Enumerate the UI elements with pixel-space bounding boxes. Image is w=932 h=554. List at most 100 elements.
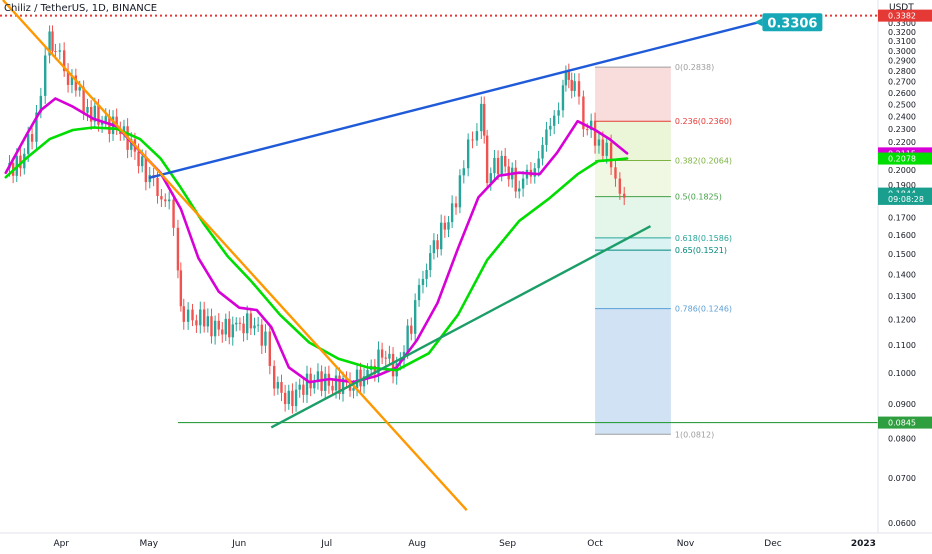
- candle-body: [210, 316, 213, 337]
- candle-body: [141, 156, 144, 167]
- callout-box: [762, 13, 823, 32]
- candle-body: [62, 50, 66, 72]
- candle-body: [51, 31, 54, 51]
- candle-body: [228, 318, 231, 338]
- candle-body: [268, 331, 272, 366]
- fib-level-label: 0.382(0.2064): [675, 157, 732, 166]
- time-tick-label: 2023: [851, 539, 876, 549]
- candle-body: [144, 156, 148, 183]
- candle-body: [164, 199, 167, 202]
- candle-body: [137, 151, 140, 167]
- candle-body: [35, 112, 38, 142]
- candle-body: [276, 382, 280, 389]
- candle-body: [287, 390, 290, 405]
- price-tick-label: 0.1300: [888, 292, 916, 301]
- candle-body: [217, 320, 220, 330]
- fib-band: [595, 308, 671, 435]
- candle-body: [78, 87, 81, 91]
- candle-body: [589, 120, 593, 130]
- candle-body: [283, 392, 287, 405]
- candle-body: [514, 167, 517, 192]
- time-tick-label: Jul: [320, 539, 332, 549]
- candle-body: [417, 285, 421, 301]
- candle-body: [202, 309, 206, 327]
- candle-body: [179, 270, 183, 307]
- candle-body: [601, 139, 605, 156]
- candle-body: [331, 385, 334, 391]
- candle-body: [537, 158, 540, 169]
- candle-body: [557, 110, 560, 116]
- candle-body: [582, 96, 585, 130]
- candle-body: [436, 240, 439, 250]
- price-tick-label: 0.1400: [888, 270, 916, 279]
- candle-body: [86, 106, 89, 113]
- candle-body: [74, 75, 78, 91]
- candle-body: [338, 375, 341, 394]
- candle-body: [305, 373, 309, 395]
- candle-body: [176, 227, 180, 271]
- candle-body: [489, 173, 492, 184]
- time-tick-label: Nov: [677, 539, 695, 549]
- candle-body: [577, 81, 581, 97]
- price-label-text: 0.2078: [888, 155, 916, 164]
- fib-level-label: 0.236(0.2360): [675, 117, 732, 126]
- plot-layer: 0(0.2838) 0.236(0.2360) 0.382(0.2064) 0.5(0…: [0, 0, 878, 511]
- candle-body: [614, 167, 617, 179]
- candle-body: [294, 389, 298, 407]
- candle-body: [313, 381, 316, 389]
- fib-level-label: 0.786(0.1246): [675, 305, 732, 314]
- candle-body: [443, 222, 447, 230]
- price-tick-label: 0.0700: [888, 474, 916, 483]
- candle-body: [406, 325, 409, 352]
- fib-band: [595, 250, 671, 309]
- candle-body: [593, 120, 597, 146]
- time-tick-label: Oct: [587, 539, 603, 549]
- candle-body: [44, 55, 47, 96]
- candle-body: [172, 199, 175, 228]
- price-tick-label: 0.0800: [888, 435, 916, 444]
- time-tick-label: Apr: [53, 539, 69, 549]
- fib-band: [595, 237, 671, 251]
- price-tick-label: 0.2000: [888, 166, 916, 175]
- candle-body: [182, 306, 185, 322]
- candle-body: [100, 122, 104, 125]
- candle-body: [429, 253, 432, 270]
- time-tick-label: Dec: [764, 539, 781, 549]
- time-tick-label: Jun: [231, 539, 246, 549]
- candle-body: [507, 166, 510, 180]
- candle-body: [458, 175, 462, 208]
- candle-body: [253, 325, 256, 329]
- candle-body: [567, 71, 571, 80]
- candle-body: [298, 384, 301, 390]
- candle-body: [504, 155, 507, 167]
- price-tick-label: 0.2400: [888, 112, 916, 121]
- candle-body: [623, 193, 626, 198]
- candle-body: [471, 139, 474, 141]
- candle-body: [391, 353, 395, 377]
- candle-body: [291, 390, 294, 407]
- candle-body: [352, 388, 355, 391]
- candle-body: [586, 129, 589, 131]
- time-tick-label: Sep: [499, 539, 516, 549]
- candle-body: [26, 134, 30, 154]
- price-tick-label: 0.0600: [888, 519, 916, 528]
- candle-body: [39, 95, 43, 113]
- chart-title: Chiliz / TetherUS, 1D, BINANCE: [4, 3, 158, 14]
- fib-level-label: 0.5(0.1825): [675, 193, 722, 202]
- time-tick-label: May: [139, 539, 158, 549]
- price-label-box: [878, 9, 932, 22]
- candle-body: [48, 31, 51, 56]
- candle-body: [564, 71, 568, 86]
- candle-body: [541, 144, 544, 159]
- candle-body: [167, 199, 171, 202]
- callout-pointer: [754, 18, 763, 27]
- candle-body: [66, 71, 70, 85]
- price-label-text: 0.3382: [888, 12, 916, 21]
- candle-body: [439, 222, 443, 250]
- candle-body: [324, 373, 327, 391]
- fib-level-label: 0(0.2838): [675, 63, 714, 72]
- price-tick-label: 0.1700: [888, 213, 916, 222]
- candle-body: [485, 135, 489, 184]
